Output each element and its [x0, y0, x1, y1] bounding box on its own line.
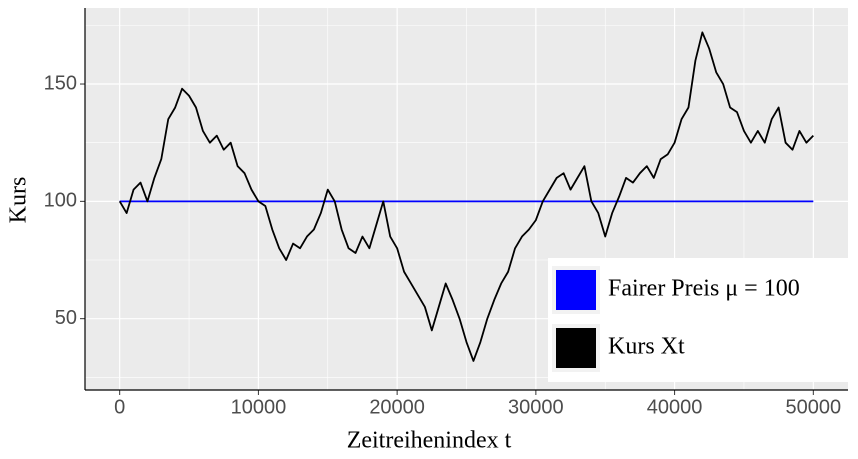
x-tick-label: 50000	[786, 396, 842, 418]
legend-key	[556, 270, 596, 310]
line	[118, 31, 814, 362]
legend-label: Fairer Preis μ = 100	[608, 276, 800, 302]
x-axis-title: Zeitreihenindex t	[347, 428, 512, 454]
x-tick-label: 40000	[647, 396, 703, 418]
x-tick-label: 30000	[508, 396, 564, 418]
y-tick-label: 50	[55, 307, 77, 329]
legend-label: Kurs Xt	[608, 334, 685, 360]
x-tick-label: 10000	[231, 396, 287, 418]
y-axis-title: Kurs	[6, 177, 32, 224]
y-tick-label: 100	[44, 190, 77, 212]
x-tick-label: 0	[114, 396, 125, 418]
y-tick-label: 150	[44, 72, 77, 94]
legend-key	[556, 328, 596, 368]
x-tick-label: 20000	[369, 396, 425, 418]
